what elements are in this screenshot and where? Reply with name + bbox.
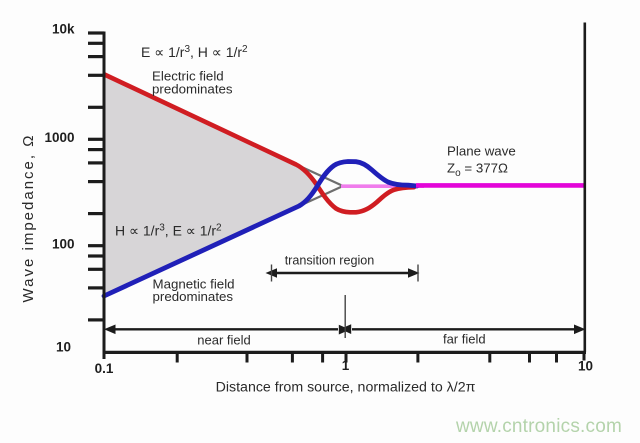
svg-text:H ∝ 1/r3, E ∝ 1/r2: H ∝ 1/r3, E ∝ 1/r2 <box>115 223 222 239</box>
svg-text:predominates: predominates <box>153 289 234 304</box>
svg-text:far field: far field <box>443 332 486 347</box>
svg-text:Electric field: Electric field <box>152 69 224 84</box>
svg-text:Distance from source, normaliz: Distance from source, normalized to λ/2π <box>216 380 476 396</box>
svg-text:1: 1 <box>342 358 350 373</box>
svg-text:10: 10 <box>56 340 71 355</box>
svg-text:Magnetic field: Magnetic field <box>153 276 235 291</box>
svg-text:100: 100 <box>52 237 75 252</box>
svg-text:Zo = 377Ω: Zo = 377Ω <box>447 160 508 179</box>
svg-text:10k: 10k <box>52 22 75 37</box>
svg-text:near field: near field <box>197 333 250 348</box>
svg-text:transition region: transition region <box>285 254 375 268</box>
svg-text:Plane wave: Plane wave <box>447 143 516 158</box>
svg-text:www.cntronics.com: www.cntronics.com <box>455 416 622 437</box>
svg-text:predominates: predominates <box>152 81 233 96</box>
svg-text:Wave impedance, Ω: Wave impedance, Ω <box>20 134 37 303</box>
svg-text:1000: 1000 <box>44 130 74 145</box>
svg-text:E ∝ 1/r3, H ∝ 1/r2: E ∝ 1/r3, H ∝ 1/r2 <box>141 44 248 60</box>
svg-text:0.1: 0.1 <box>95 361 114 376</box>
svg-text:10: 10 <box>578 359 593 374</box>
